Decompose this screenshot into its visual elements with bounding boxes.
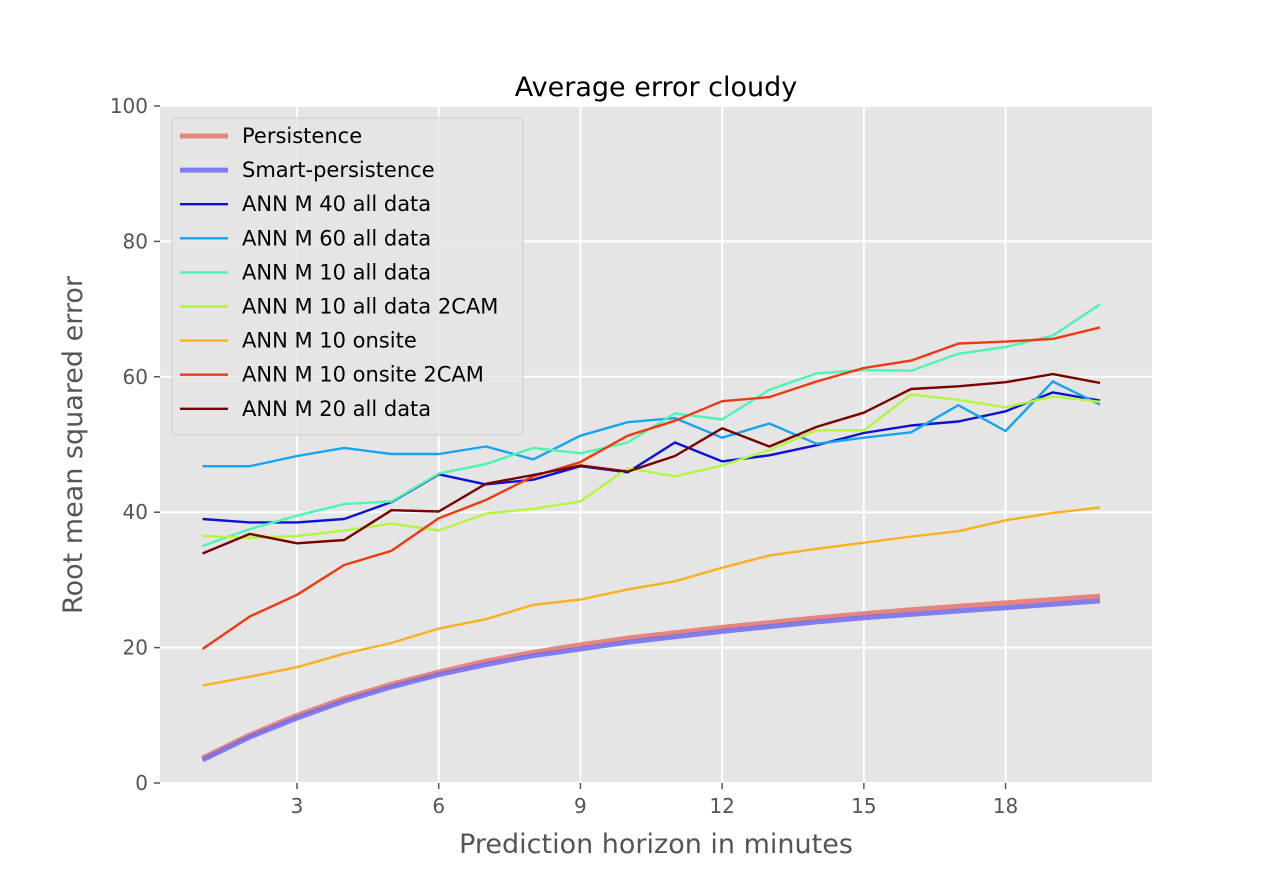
legend-label-0: Persistence bbox=[242, 124, 362, 148]
legend-label-3: ANN M 60 all data bbox=[242, 226, 431, 250]
x-tick-label: 6 bbox=[432, 794, 445, 818]
series-line-7 bbox=[201, 326, 1101, 650]
y-tick-label: 60 bbox=[123, 365, 148, 389]
legend-box bbox=[171, 117, 524, 436]
legend-label-5: ANN M 10 all data 2CAM bbox=[242, 295, 498, 319]
x-tick-label: 12 bbox=[709, 794, 734, 818]
x-tick-label: 18 bbox=[993, 794, 1018, 818]
series-line-6 bbox=[202, 506, 1101, 687]
series-line-2 bbox=[202, 391, 1101, 524]
y-tick-label: 80 bbox=[123, 229, 148, 253]
y-axis-label: Root mean squared error bbox=[58, 275, 89, 614]
y-tick-label: 20 bbox=[123, 636, 148, 660]
y-tick-label: 100 bbox=[110, 94, 148, 118]
legend-label-2: ANN M 40 all data bbox=[242, 192, 431, 216]
legend-label-7: ANN M 10 onsite 2CAM bbox=[242, 363, 484, 387]
legend-label-8: ANN M 20 all data bbox=[242, 397, 431, 421]
chart-title: Average error cloudy bbox=[515, 72, 798, 103]
y-tick-label: 0 bbox=[135, 771, 148, 795]
series-line-1 bbox=[201, 598, 1101, 763]
legend: Persistence Smart-persistence ANN M 40 all… bbox=[171, 117, 524, 436]
series-line-0 bbox=[201, 593, 1101, 761]
axes: 0 20 40 60 80 100 3 6 9 12 15 18 bbox=[110, 94, 1018, 818]
x-axis-label: Prediction horizon in minutes bbox=[459, 829, 853, 860]
series-lines bbox=[201, 303, 1101, 763]
legend-label-4: ANN M 10 all data bbox=[242, 260, 431, 284]
x-tick-label: 9 bbox=[574, 794, 587, 818]
legend-label-1: Smart-persistence bbox=[242, 158, 435, 182]
x-tick-label: 15 bbox=[851, 794, 876, 818]
series-line-5 bbox=[202, 393, 1101, 540]
legend-label-6: ANN M 10 onsite bbox=[242, 329, 417, 353]
y-tick-label: 40 bbox=[123, 500, 148, 524]
x-tick-label: 3 bbox=[291, 794, 304, 818]
series-line-8 bbox=[202, 372, 1101, 555]
series-line-3 bbox=[202, 380, 1101, 468]
